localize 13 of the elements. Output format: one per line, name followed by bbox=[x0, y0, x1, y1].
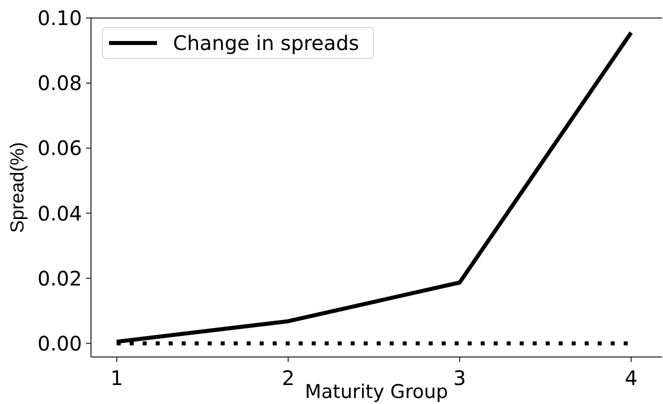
y-tick-label: 0.06 bbox=[37, 136, 82, 160]
x-axis-title: Maturity Group bbox=[304, 381, 448, 403]
y-tick-label: 0.00 bbox=[37, 331, 82, 356]
legend-label: Change in spreads bbox=[173, 31, 360, 55]
y-tick-label: 0.04 bbox=[37, 201, 82, 226]
y-axis-title: Spread(%) bbox=[8, 142, 28, 233]
x-tick-label: 2 bbox=[282, 366, 295, 390]
y-tick-label: 0.10 bbox=[37, 6, 82, 30]
y-tick-label: 0.08 bbox=[37, 71, 82, 96]
x-tick-label: 1 bbox=[110, 366, 124, 390]
x-tick-label: 4 bbox=[624, 366, 638, 390]
y-tick-label: 0.02 bbox=[37, 266, 82, 290]
x-tick-label: 3 bbox=[453, 366, 466, 390]
